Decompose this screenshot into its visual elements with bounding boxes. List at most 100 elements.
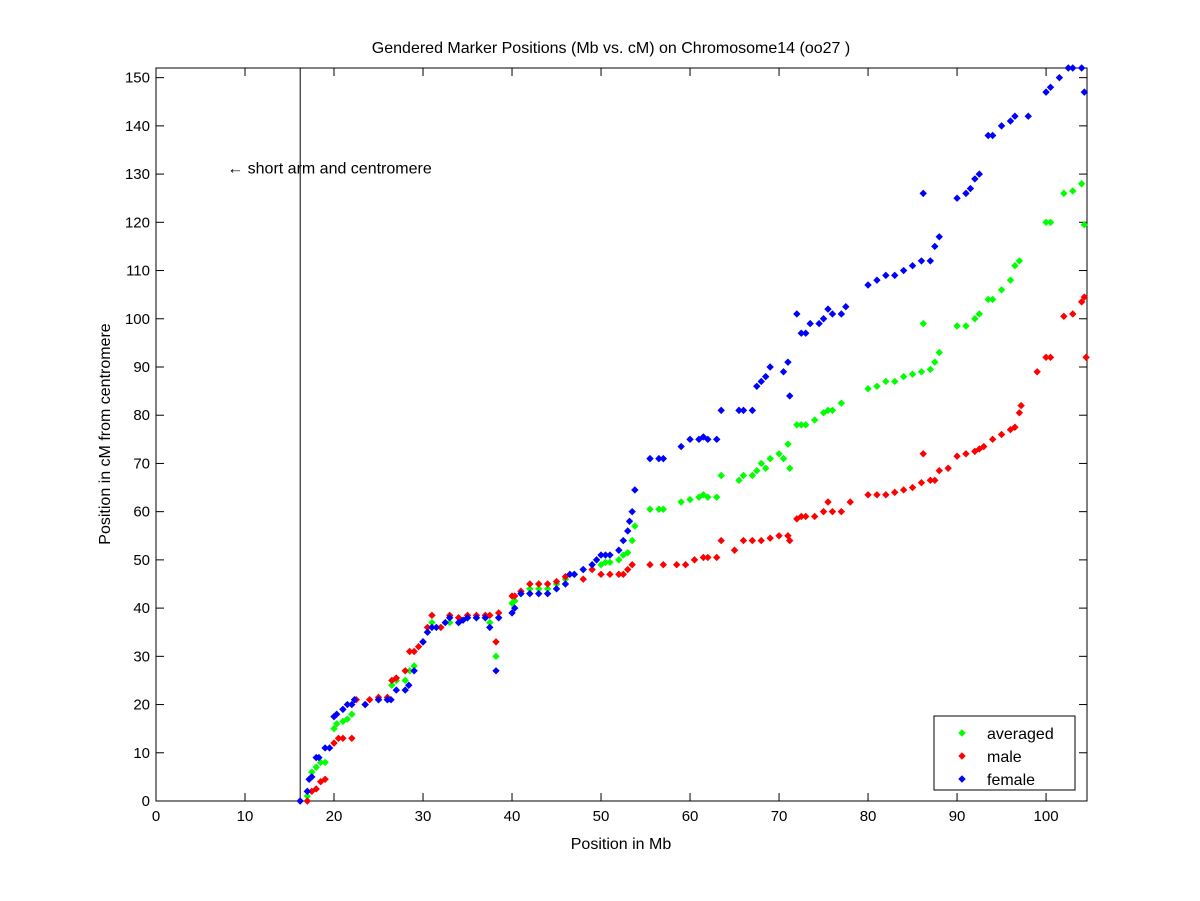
point-averaged [543, 585, 552, 593]
point-male [588, 565, 596, 574]
y-tick-label: 150 [125, 70, 150, 87]
point-averaged [1011, 262, 1019, 270]
point-averaged [739, 471, 748, 480]
point-male [543, 580, 552, 588]
point-averaged [873, 382, 881, 390]
y-tick-label: 60 [133, 504, 150, 521]
point-male [510, 592, 519, 600]
point-male [873, 491, 881, 499]
point-female [806, 319, 814, 328]
point-female [864, 281, 872, 289]
point-female [824, 305, 832, 313]
point-male [1069, 310, 1077, 318]
point-averaged [492, 652, 500, 661]
point-averaged [695, 493, 703, 501]
point-male [606, 570, 614, 579]
point-averaged [1015, 257, 1024, 265]
legend-label-female: female [987, 772, 1035, 789]
point-male [931, 476, 939, 485]
point-averaged [962, 322, 970, 330]
point-averaged [628, 536, 636, 545]
point-female [459, 616, 467, 624]
point-female [748, 406, 757, 415]
y-tick-label: 130 [125, 166, 150, 183]
point-male [316, 778, 325, 786]
point-averaged [446, 618, 454, 627]
point-averaged [975, 310, 984, 318]
chart-title: Gendered Marker Positions (Mb vs. cM) on… [372, 40, 850, 57]
point-female [919, 189, 927, 198]
y-tick-label: 120 [125, 214, 150, 231]
data-points [296, 64, 1090, 805]
legend-marker-averaged [958, 729, 966, 737]
legend-marker-female [958, 775, 966, 783]
point-averaged [997, 286, 1006, 294]
point-female [704, 435, 712, 444]
point-female [1055, 73, 1064, 82]
point-male [492, 638, 500, 646]
point-female [419, 638, 427, 646]
point-male [312, 785, 320, 793]
point-averaged [1069, 187, 1077, 195]
x-tick-label: 20 [326, 808, 343, 825]
point-averaged [971, 315, 979, 323]
point-female [628, 507, 636, 516]
point-female [308, 773, 316, 781]
point-male [428, 611, 436, 620]
point-male [730, 546, 739, 554]
point-male [1080, 293, 1089, 301]
x-tick-label: 10 [237, 808, 254, 825]
point-female [997, 122, 1006, 130]
point-male [997, 430, 1006, 439]
point-female [966, 184, 975, 193]
point-female [508, 609, 516, 617]
legend-marker-male [958, 752, 966, 760]
point-female [1006, 117, 1015, 125]
point-female [779, 368, 788, 376]
series-female [296, 64, 1089, 805]
legend-label-averaged: averaged [987, 726, 1054, 743]
point-female [296, 797, 304, 805]
point-male [775, 532, 783, 540]
point-female [361, 700, 369, 709]
point-male [579, 575, 587, 583]
y-tick-label: 100 [125, 311, 150, 328]
point-averaged [919, 319, 927, 328]
point-male [1082, 353, 1090, 362]
point-averaged [988, 295, 997, 304]
point-male [846, 498, 854, 506]
point-female [786, 392, 794, 400]
point-male [624, 565, 632, 574]
point-male [348, 734, 356, 743]
y-tick-label: 40 [133, 600, 150, 617]
point-averaged [1060, 189, 1068, 198]
point-female [401, 686, 409, 694]
point-male [526, 580, 534, 588]
point-female [1042, 88, 1050, 96]
point-male [891, 488, 899, 497]
point-male [1017, 401, 1025, 410]
y-tick-label: 20 [133, 697, 150, 714]
point-male [561, 573, 570, 581]
point-male [1060, 312, 1068, 321]
point-male [988, 435, 997, 444]
point-female [1024, 112, 1032, 120]
point-averaged [332, 720, 341, 728]
point-female [405, 681, 413, 689]
point-male [975, 445, 984, 453]
point-averaged [535, 585, 543, 593]
point-averaged [753, 466, 761, 475]
point-averaged [802, 421, 810, 429]
point-female [931, 242, 939, 251]
point-averaged [526, 585, 534, 593]
point-averaged [343, 715, 352, 723]
point-male [659, 560, 668, 569]
point-averaged [713, 493, 721, 501]
point-male [321, 775, 329, 784]
x-tick-label: 80 [860, 808, 877, 825]
plot-frame [155, 67, 1088, 802]
point-averaged [704, 493, 712, 501]
point-female [873, 276, 881, 284]
point-female [988, 131, 997, 140]
point-male [646, 560, 654, 569]
